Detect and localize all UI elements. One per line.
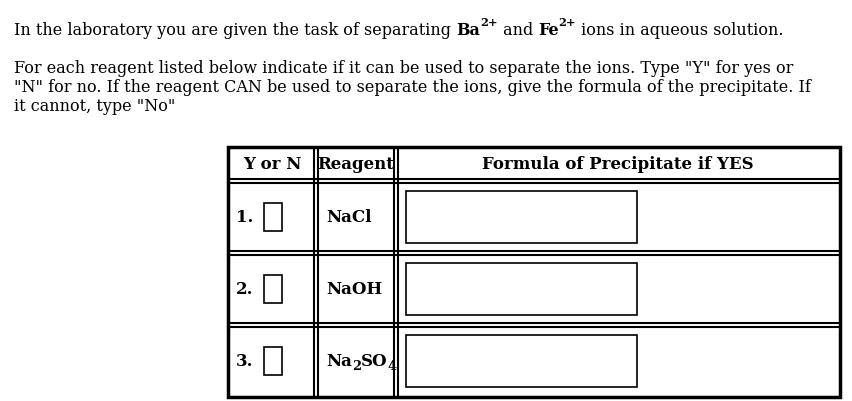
Text: ions in aqueous solution.: ions in aqueous solution. bbox=[576, 22, 784, 39]
Text: NaCl: NaCl bbox=[326, 209, 371, 226]
Text: For each reagent listed below indicate if it can be used to separate the ions. T: For each reagent listed below indicate i… bbox=[14, 60, 793, 77]
Bar bbox=[229, 255, 838, 323]
Bar bbox=[406, 335, 637, 387]
Bar bbox=[229, 149, 838, 180]
Bar bbox=[228, 148, 840, 397]
Text: 2+: 2+ bbox=[559, 17, 576, 28]
Bar bbox=[264, 275, 282, 303]
Text: SO: SO bbox=[361, 352, 388, 370]
Bar bbox=[229, 184, 838, 251]
Text: Y or N: Y or N bbox=[243, 156, 302, 173]
Text: Formula of Precipitate if YES: Formula of Precipitate if YES bbox=[482, 156, 754, 173]
Bar bbox=[264, 347, 282, 375]
Text: Fe: Fe bbox=[538, 22, 559, 39]
Text: In the laboratory you are given the task of separating: In the laboratory you are given the task… bbox=[14, 22, 456, 39]
Bar bbox=[406, 192, 637, 243]
Bar bbox=[264, 203, 282, 231]
Text: 1.: 1. bbox=[236, 209, 253, 226]
Text: 2+: 2+ bbox=[480, 17, 498, 28]
Text: Na: Na bbox=[326, 352, 352, 370]
Text: "N" for no. If the reagent CAN be used to separate the ions, give the formula of: "N" for no. If the reagent CAN be used t… bbox=[14, 79, 811, 96]
Text: 2: 2 bbox=[352, 360, 361, 373]
Text: 2.: 2. bbox=[236, 281, 254, 298]
Text: NaOH: NaOH bbox=[326, 281, 383, 298]
Bar bbox=[406, 263, 637, 315]
Text: Ba: Ba bbox=[456, 22, 480, 39]
Text: it cannot, type "No": it cannot, type "No" bbox=[14, 98, 176, 115]
Bar bbox=[229, 327, 838, 395]
Text: 4: 4 bbox=[388, 360, 397, 373]
Text: Reagent: Reagent bbox=[318, 156, 394, 173]
Text: 3.: 3. bbox=[236, 352, 254, 370]
Text: and: and bbox=[498, 22, 538, 39]
